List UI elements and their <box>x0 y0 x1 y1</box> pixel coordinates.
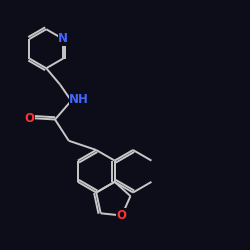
Text: O: O <box>117 209 127 222</box>
Text: O: O <box>24 112 34 125</box>
Text: N: N <box>58 32 68 46</box>
Text: NH: NH <box>69 93 89 106</box>
